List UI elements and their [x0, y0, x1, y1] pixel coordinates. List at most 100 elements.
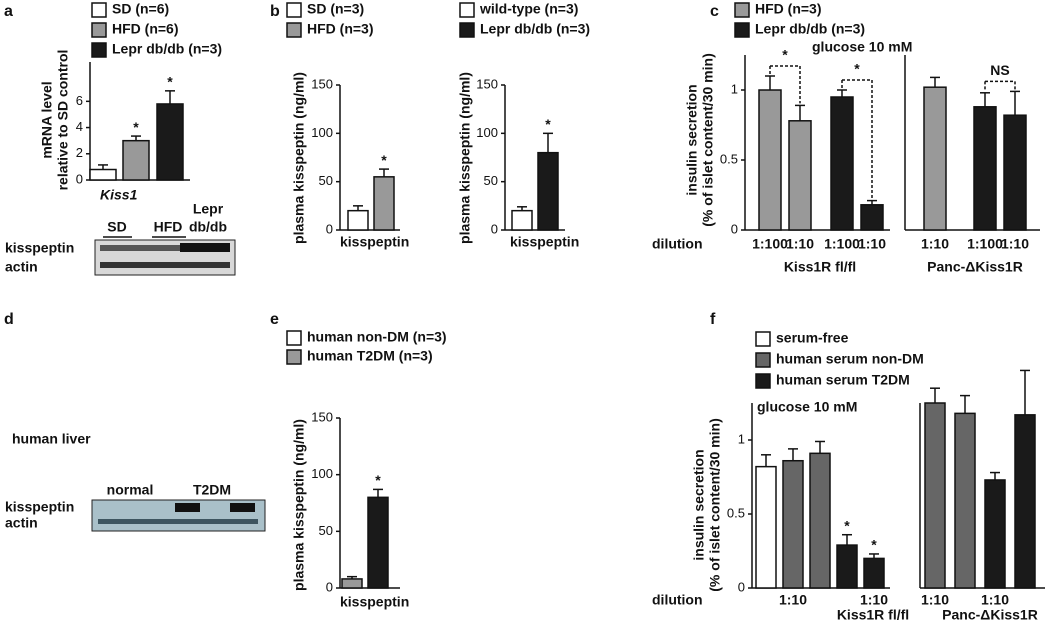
significance: * [133, 119, 139, 135]
significance: * [167, 74, 173, 90]
y-tick-label: 50 [484, 173, 498, 188]
lane-label: Lepr [193, 201, 224, 217]
legend-swatch [755, 331, 771, 347]
bar [156, 103, 184, 181]
x-tick-label: 1:10 [1001, 236, 1029, 252]
legend-swatch [755, 352, 771, 368]
x-tick-label: 1:10 [981, 592, 1009, 608]
significance: * [782, 47, 788, 63]
y-axis-label: (% of islet content/30 min) [700, 53, 716, 226]
x-tick-label: 1:10 [858, 236, 886, 252]
x-tick-label: 1:10 [860, 592, 888, 608]
panel-letter: f [710, 311, 716, 328]
bar [860, 204, 884, 231]
x-tick-label: 1:100 [752, 236, 788, 252]
y-tick-label: 150 [476, 76, 498, 91]
bar [954, 412, 976, 589]
bar [782, 459, 804, 589]
lane-label: db/db [189, 219, 227, 235]
bar [341, 578, 363, 589]
legend-label: Lepr db/db (n=3) [480, 21, 590, 37]
bar [809, 452, 831, 589]
y-axis-label: mRNA level [39, 81, 55, 158]
blot-title: human liver [12, 431, 91, 447]
x-axis-label: dilution [652, 592, 703, 608]
bar [788, 120, 812, 231]
group-label: kisspeptin [340, 234, 409, 250]
legend-label: human non-DM (n=3) [307, 329, 447, 345]
legend-label: HFD (n=3) [755, 1, 822, 17]
y-tick-label: 0 [326, 221, 333, 236]
bar [984, 479, 1006, 589]
legend-label: human serum non-DM [776, 351, 924, 367]
panel-letter: e [270, 311, 279, 328]
bar [836, 544, 858, 589]
panel-letter: b [270, 3, 280, 20]
row-label: actin [5, 515, 38, 531]
y-tick-label: 0.5 [727, 505, 745, 520]
band [180, 243, 230, 252]
y-tick-label: 0 [76, 171, 83, 186]
y-tick-label: 4 [76, 119, 83, 134]
band [100, 262, 230, 268]
group-label: Kiss1R fl/fl [837, 607, 909, 623]
legend-label: Lepr db/db (n=3) [755, 21, 865, 37]
legend-label: serum-free [776, 330, 849, 346]
legend-swatch [286, 22, 302, 38]
legend-label: HFD (n=3) [307, 21, 374, 37]
group-label: Panc-ΔKiss1R [942, 607, 1038, 623]
y-tick-label: 0 [738, 579, 745, 594]
x-tick-label: 1:10 [921, 592, 949, 608]
bar [1003, 114, 1027, 231]
legend-label: Lepr db/db (n=3) [112, 41, 222, 57]
x-tick-label: 1:10 [786, 236, 814, 252]
significance: * [844, 517, 850, 533]
x-tick-label: 1:10 [921, 236, 949, 252]
group-label: kisspeptin [340, 594, 409, 610]
bar [122, 139, 150, 181]
legend-label: HFD (n=6) [112, 21, 179, 37]
panel-letter: c [710, 3, 719, 20]
lane-label: T2DM [193, 482, 231, 498]
legend-swatch [91, 22, 107, 38]
legend-swatch [286, 349, 302, 365]
y-axis-label: plasma kisspeptin (ng/ml) [291, 419, 307, 591]
lane-label: HFD [154, 219, 183, 235]
significance: NS [990, 62, 1009, 78]
y-tick-label: 150 [311, 76, 333, 91]
y-tick-label: 100 [311, 466, 333, 481]
legend-swatch [91, 42, 107, 58]
y-tick-label: 100 [311, 125, 333, 140]
legend-swatch [286, 330, 302, 346]
legend-swatch [286, 2, 302, 18]
significance: * [854, 61, 860, 77]
group-label: Panc-ΔKiss1R [927, 259, 1023, 275]
bar [755, 465, 777, 589]
note: glucose 10 mM [757, 399, 857, 415]
legend-label: SD (n=6) [112, 1, 169, 17]
significance: * [375, 472, 381, 488]
y-tick-label: 50 [319, 173, 333, 188]
y-tick-label: 1 [731, 81, 738, 96]
bar [367, 496, 389, 589]
y-tick-label: 1 [738, 431, 745, 446]
bar [830, 96, 854, 231]
legend-label: wild-type (n=3) [479, 1, 578, 17]
bar [89, 168, 117, 181]
note: glucose 10 mM [812, 39, 912, 55]
bar [1014, 414, 1036, 589]
row-label: actin [5, 259, 38, 275]
x-tick-label: 1:100 [824, 236, 860, 252]
y-tick-label: 100 [476, 125, 498, 140]
y-axis-label: insulin secretion [691, 449, 707, 560]
blot-d: human liver normal T2DM kisspeptin actin [5, 431, 266, 532]
y-tick-label: 0 [731, 221, 738, 236]
legend-label: human T2DM (n=3) [307, 348, 433, 364]
x-tick-label: 1:100 [967, 236, 1003, 252]
group-label: Kiss1 [100, 187, 138, 203]
y-axis-label: plasma kisspeptin (ng/ml) [457, 72, 473, 244]
legend-label: human serum T2DM [776, 372, 910, 388]
legend-swatch [734, 22, 750, 38]
panel-letter: d [4, 311, 14, 328]
